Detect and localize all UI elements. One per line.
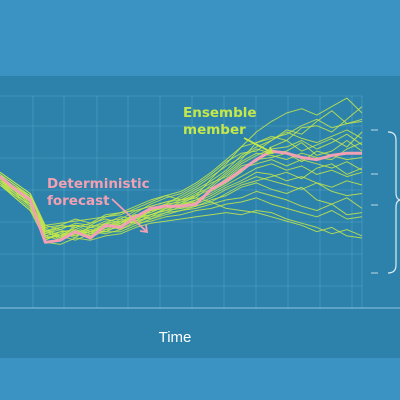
- ensemble-annotation: Ensemble member: [183, 105, 274, 154]
- deterministic-forecast-line: [0, 149, 362, 244]
- ensemble-label-line1: Ensemble: [183, 105, 257, 121]
- x-axis-label: Time: [159, 329, 192, 346]
- grid: [0, 95, 363, 308]
- deterministic-forecast: [0, 149, 362, 244]
- deterministic-arrow-head: [139, 224, 149, 234]
- ensemble-member-line: [0, 182, 363, 239]
- ensemble-member-line: [0, 163, 363, 239]
- spread-bracket: [387, 131, 400, 274]
- deterministic-label-line2: forecast: [47, 193, 110, 209]
- deterministic-arrow-line: [111, 198, 147, 232]
- deterministic-annotation: Deterministic forecast: [47, 176, 150, 234]
- ensemble-member-line: [0, 176, 363, 245]
- ensemble-arrow-head: [266, 146, 274, 154]
- ensemble-member-line: [0, 118, 363, 228]
- ensemble-label-line2: member: [183, 122, 246, 138]
- ensemble-member-line: [0, 163, 363, 241]
- ensemble-arrow-line: [243, 137, 272, 153]
- upper-bracket: [387, 131, 400, 201]
- plot-background: [0, 76, 400, 358]
- lower-bracket: [387, 199, 400, 274]
- spread-ticks: [371, 129, 378, 274]
- ensemble-member-line: [0, 180, 363, 241]
- deterministic-label-line1: Deterministic: [47, 176, 150, 192]
